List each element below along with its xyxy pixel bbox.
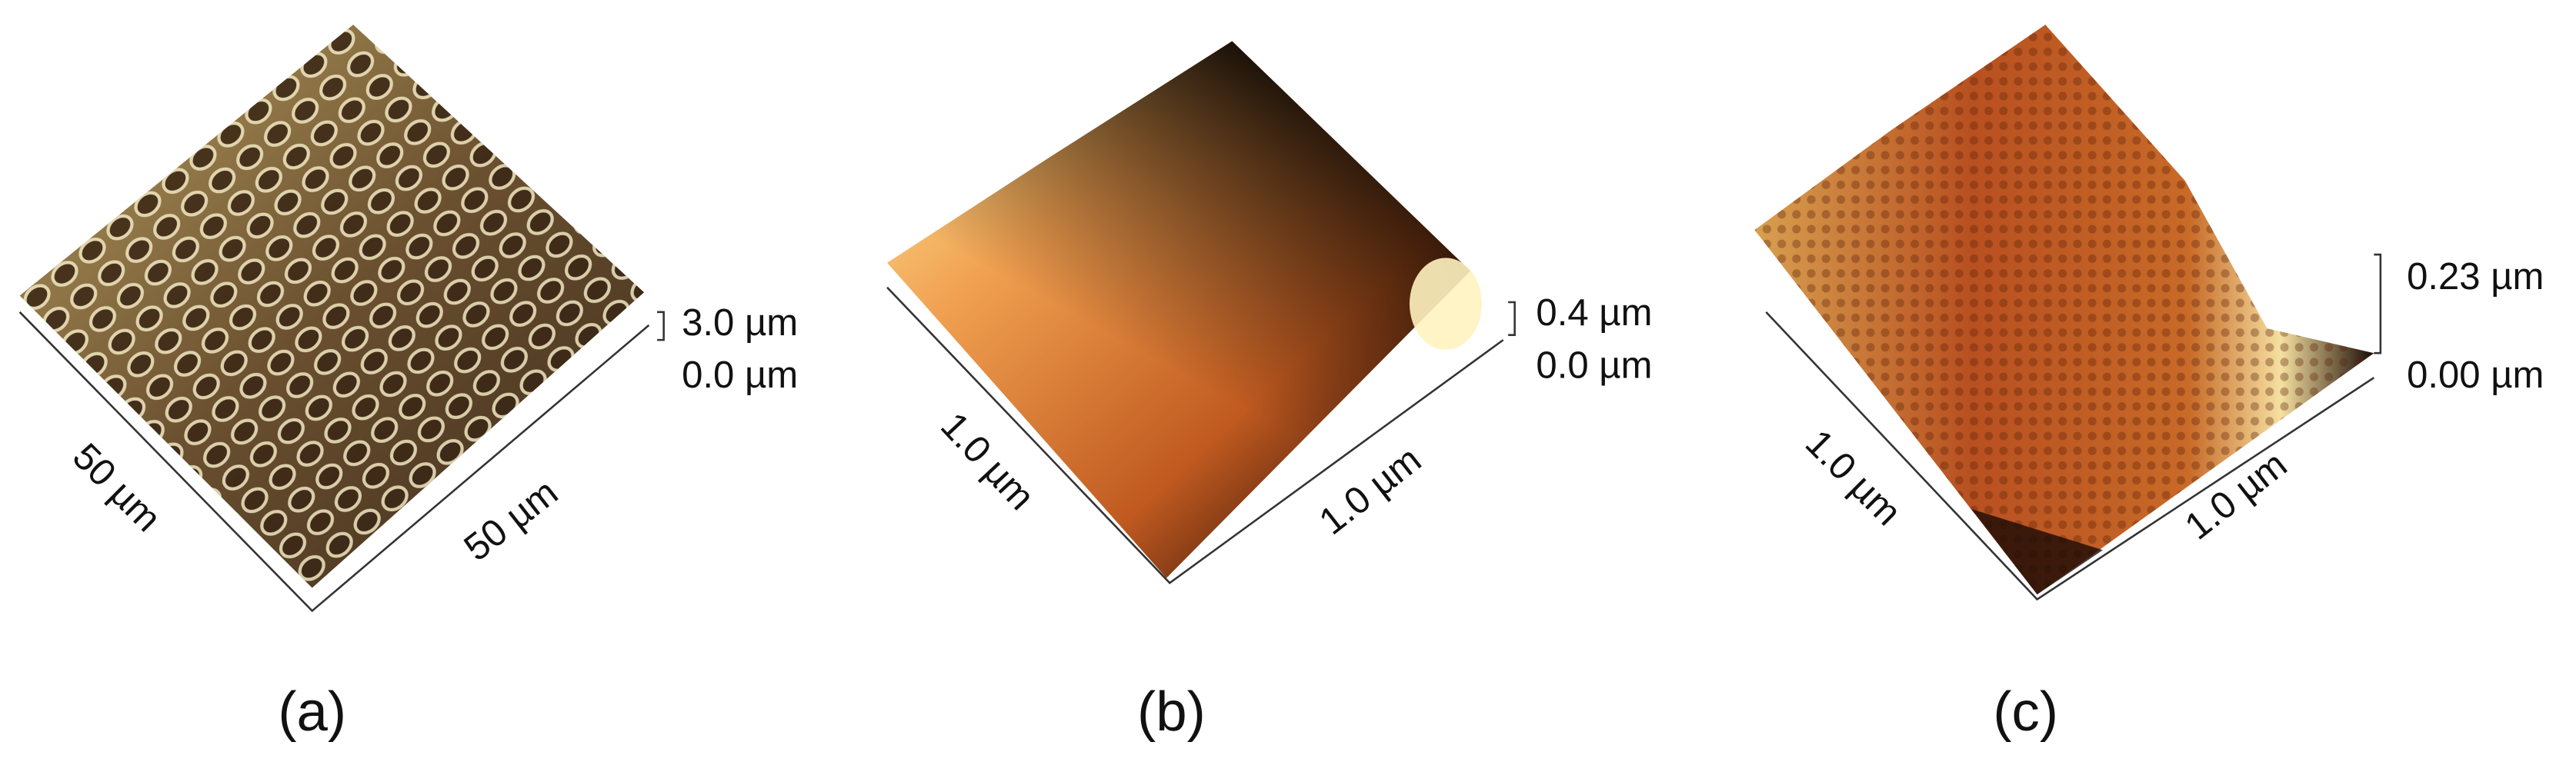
axis-label: 50 µm xyxy=(65,436,169,540)
axis-label: 1.0 µm xyxy=(933,405,1043,518)
axis xyxy=(886,286,1504,584)
z-top-label: 0.23 µm xyxy=(2407,256,2544,298)
z-top-label: 3.0 µm xyxy=(682,302,798,344)
z-bottom-label: 0.0 µm xyxy=(1536,344,1652,386)
axis xyxy=(18,311,650,613)
z-bracket xyxy=(2374,253,2382,354)
panel-label: (b) xyxy=(1137,680,1206,743)
z-top-label: 0.4 µm xyxy=(1536,292,1652,334)
surface-shade xyxy=(887,41,1471,578)
panel-label: (c) xyxy=(1993,680,2058,743)
panel-a: 3.0 µm 0.0 µm 50 µm 50 µm (a) xyxy=(18,25,798,743)
z-bottom-label: 0.0 µm xyxy=(682,354,798,396)
axis-label: 1.0 µm xyxy=(1797,422,1909,534)
surface-texture xyxy=(19,25,645,588)
z-bottom-label: 0.00 µm xyxy=(2407,354,2544,396)
z-bracket xyxy=(657,311,665,341)
axis xyxy=(1765,311,2375,601)
axis-label: 1.0 µm xyxy=(1312,439,1429,544)
surface-shade xyxy=(1971,509,2104,595)
surface-highlight xyxy=(1410,258,1482,350)
z-bracket xyxy=(1508,301,1516,336)
panel-b: 0.4 µm 0.0 µm 1.0 µm 1.0 µm (b) xyxy=(886,41,1652,743)
panel-c: 0.23 µm 0.00 µm 1.0 µm 1.0 µm (c) xyxy=(1754,25,2544,743)
surface-texture xyxy=(1754,25,2374,595)
panel-label: (a) xyxy=(278,680,346,743)
axis-label: 50 µm xyxy=(457,471,566,569)
